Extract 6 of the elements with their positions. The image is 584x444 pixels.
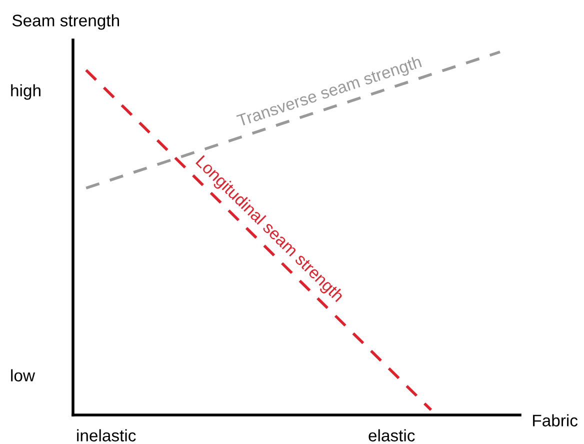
text: low [11, 369, 36, 382]
x-axis-title: Fabric [533, 414, 578, 426]
text: elastic [368, 429, 415, 442]
text: high [11, 84, 40, 100]
text: inelastic [77, 429, 136, 442]
y-axis-title: Seam strength [12, 14, 119, 30]
